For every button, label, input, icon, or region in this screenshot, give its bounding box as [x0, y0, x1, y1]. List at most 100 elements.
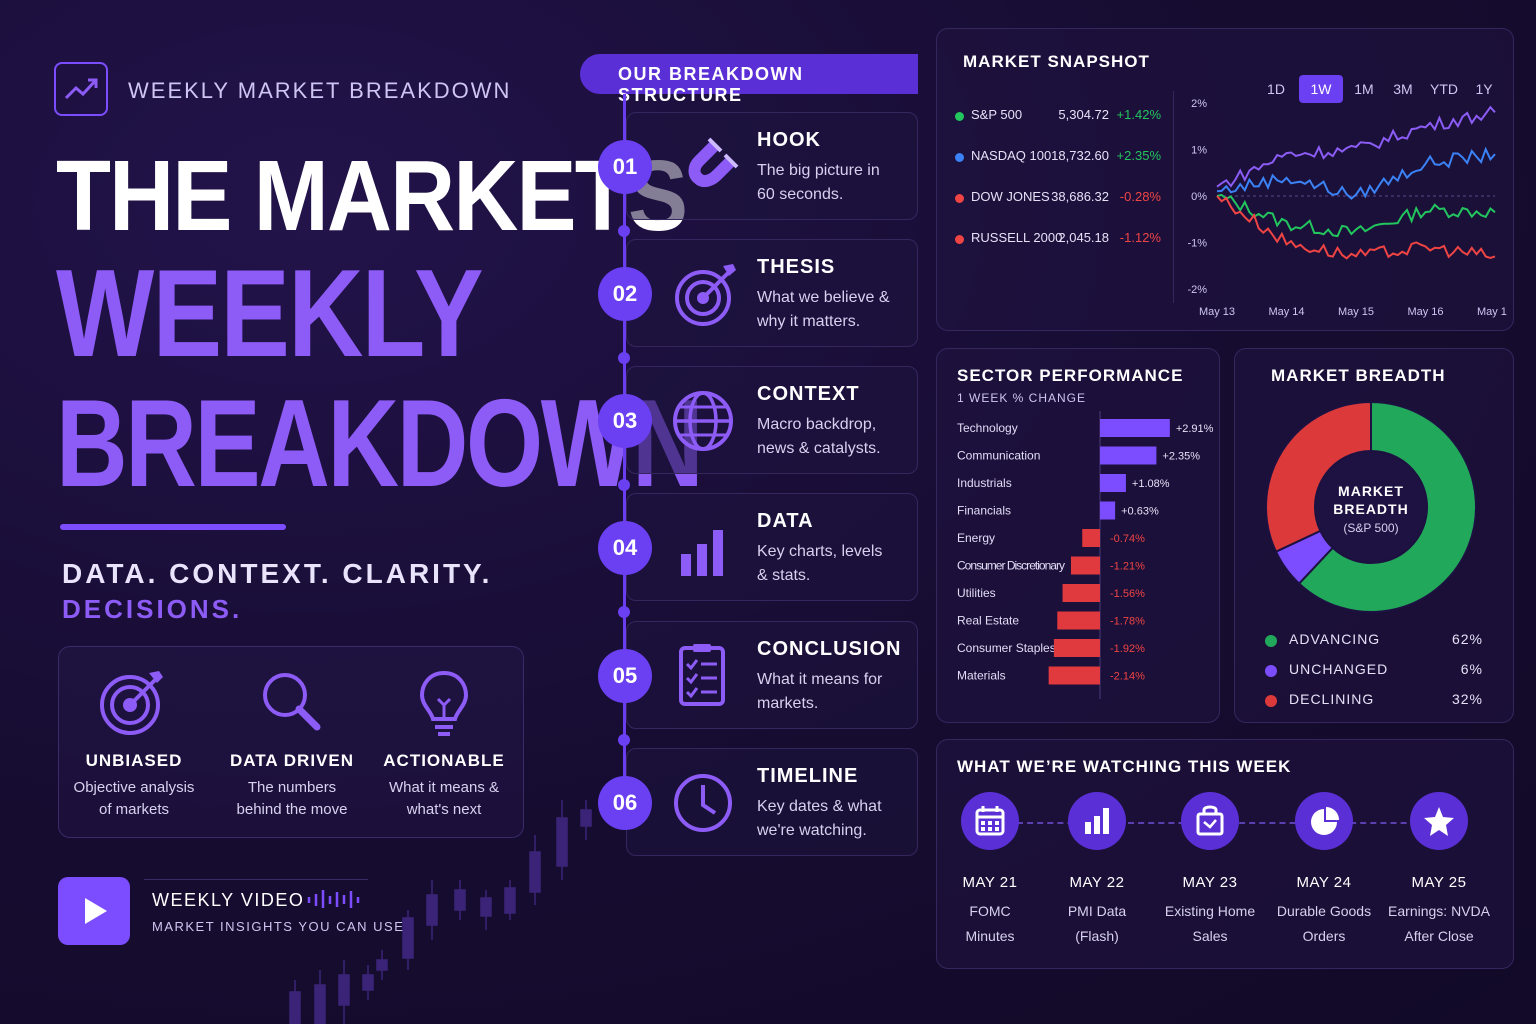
step-number: 03 [598, 394, 652, 448]
index-row-sp500[interactable]: S&P 500 5,304.72 +1.42% [955, 107, 1161, 127]
bar-chart-icon [1068, 792, 1126, 850]
step-number: 05 [598, 649, 652, 703]
play-icon [85, 898, 107, 924]
sector-bar [1100, 501, 1116, 520]
bar-chart-icon [681, 530, 723, 576]
step-desc: What it means for markets. [757, 671, 883, 712]
video-title: WEEKLY VIDEO [152, 890, 305, 910]
y-tick-label: -2% [1187, 284, 1207, 296]
x-tick-label: May 16 [1407, 306, 1443, 318]
breadth-donut-chart [1265, 400, 1477, 613]
x-tick-label: May 15 [1338, 306, 1374, 318]
timeline-dot [618, 606, 630, 618]
series-line-dow-jones [1216, 146, 1496, 200]
step-card-context[interactable]: CONTEXT Macro backdrop, news & catalysts. [626, 366, 918, 474]
breadth-value: 32% [1451, 691, 1483, 707]
timeframe-ytd[interactable]: YTD [1430, 81, 1458, 97]
sector-value-label: -1.78% [1110, 616, 1145, 628]
step-desc: Key dates & what we're watching. [757, 798, 882, 839]
feature-desc: What it means & what's next [388, 779, 500, 818]
index-value: 38,686.32 [1051, 189, 1109, 204]
feature-data-driven: DATA DRIVEN The numbers behind the move [217, 647, 367, 821]
sector-bar [1100, 474, 1126, 492]
globe-icon [673, 391, 733, 451]
index-name: NASDAQ 100 [971, 148, 1052, 163]
sector-value-label: -0.74% [1110, 533, 1145, 545]
y-tick-label: 1% [1191, 145, 1207, 157]
sector-value-label: -1.92% [1110, 643, 1145, 655]
sector-label: Energy [957, 531, 995, 545]
step-title: CONCLUSION [757, 638, 902, 660]
sector-label: Real Estate [957, 614, 1019, 628]
index-change: +2.35% [1116, 148, 1161, 163]
timeframe-1y[interactable]: 1Y [1475, 81, 1493, 97]
watch-item-may23[interactable]: MAY 23 Existing Home Sales [1155, 792, 1265, 949]
sector-value-label: +2.91% [1176, 423, 1214, 435]
donut-slice-advancing [1297, 400, 1477, 613]
watch-date: MAY 22 [1069, 874, 1125, 891]
watch-item-may24[interactable]: MAY 24 Durable Goods Orders [1269, 792, 1379, 949]
sector-label: Communication [957, 449, 1040, 463]
tagline-secondary: DECISIONS. [62, 594, 243, 624]
watch-desc: FOMC Minutes [965, 903, 1015, 944]
sector-value-label: -2.14% [1110, 671, 1145, 683]
panel-title: MARKET SNAPSHOT [963, 52, 1150, 71]
donut-center-line3: (S&P 500) [1343, 521, 1399, 535]
watch-item-may21[interactable]: MAY 21 FOMC Minutes [937, 792, 1043, 949]
sector-bar [1070, 556, 1100, 575]
play-video-button[interactable] [58, 877, 130, 945]
breadth-label: UNCHANGED [1289, 661, 1389, 677]
video-divider [144, 879, 368, 880]
index-row-nasdaq100[interactable]: NASDAQ 100 18,732.60 +2.35% [955, 148, 1161, 168]
title-line-2: WEEKLY [56, 245, 484, 383]
timeline-dot [618, 734, 630, 746]
legend-dot [955, 194, 964, 203]
step-title: HOOK [757, 129, 821, 151]
step-card-hook[interactable]: HOOK The big picture in 60 seconds. [626, 112, 918, 220]
step-card-data[interactable]: DATA Key charts, levels & stats. [626, 493, 918, 601]
feature-title: ACTIONABLE [383, 751, 505, 770]
sector-value-label: -1.56% [1110, 588, 1145, 600]
step-card-conclusion[interactable]: CONCLUSION What it means for markets. [626, 621, 918, 729]
clock-icon [674, 774, 732, 832]
title-line-3: BREAKDOWN [56, 375, 704, 513]
timeframe-3m[interactable]: 3M [1393, 81, 1413, 97]
timeframe-1w[interactable]: 1W [1299, 75, 1343, 103]
sector-label: Consumer Discretionary [957, 559, 1065, 573]
sector-label: Utilities [957, 586, 996, 600]
breadth-label: DECLINING [1289, 691, 1375, 707]
title-line-1: THE MARKETS [56, 140, 688, 252]
timeline-dot [618, 225, 630, 237]
title-divider [60, 524, 286, 530]
step-card-timeline[interactable]: TIMELINE Key dates & what we're watching. [626, 748, 918, 856]
structure-heading: OUR BREAKDOWN STRUCTURE [580, 54, 918, 105]
watch-item-may22[interactable]: MAY 22 PMI Data (Flash) [1044, 792, 1150, 949]
timeframe-1d[interactable]: 1D [1267, 81, 1285, 97]
timeline-dot [618, 479, 630, 491]
kicker-text: WEEKLY MARKET BREAKDOWN [128, 78, 512, 103]
index-row-russell2000[interactable]: RUSSELL 2000 2,045.18 -1.12% [955, 230, 1161, 250]
panel-title: MARKET BREADTH [1271, 366, 1446, 385]
panel-subtitle: 1 WEEK % CHANGE [957, 391, 1087, 405]
target-icon [100, 671, 163, 735]
watch-item-may25[interactable]: MAY 25 Earnings: NVDA After Close [1383, 792, 1495, 949]
pie-chart-icon [1295, 792, 1353, 850]
x-tick-label: May 14 [1268, 306, 1304, 318]
watch-desc: Earnings: NVDA After Close [1388, 903, 1490, 944]
breadth-value: 62% [1451, 631, 1483, 647]
sector-bar [1048, 666, 1100, 685]
magnet-icon [688, 137, 739, 188]
sector-label: Technology [957, 421, 1018, 435]
watch-date: MAY 25 [1411, 874, 1467, 891]
sector-bar [1100, 419, 1170, 437]
step-card-thesis[interactable]: THESIS What we believe & why it matters. [626, 239, 918, 347]
index-row-dowjones[interactable]: DOW JONES 38,686.32 -0.28% [955, 189, 1161, 209]
watch-date: MAY 21 [962, 874, 1018, 891]
video-subtitle: MARKET INSIGHTS YOU CAN USE [152, 919, 405, 934]
step-title: TIMELINE [757, 765, 859, 787]
market-breadth-panel: MARKET BREADTH MARKET BREADTH (S&P 500) … [1234, 348, 1514, 723]
calendar-icon [961, 792, 1019, 850]
watch-desc: Existing Home Sales [1164, 903, 1256, 944]
decorative-candlesticks [289, 800, 592, 1024]
timeframe-1m[interactable]: 1M [1354, 81, 1374, 97]
